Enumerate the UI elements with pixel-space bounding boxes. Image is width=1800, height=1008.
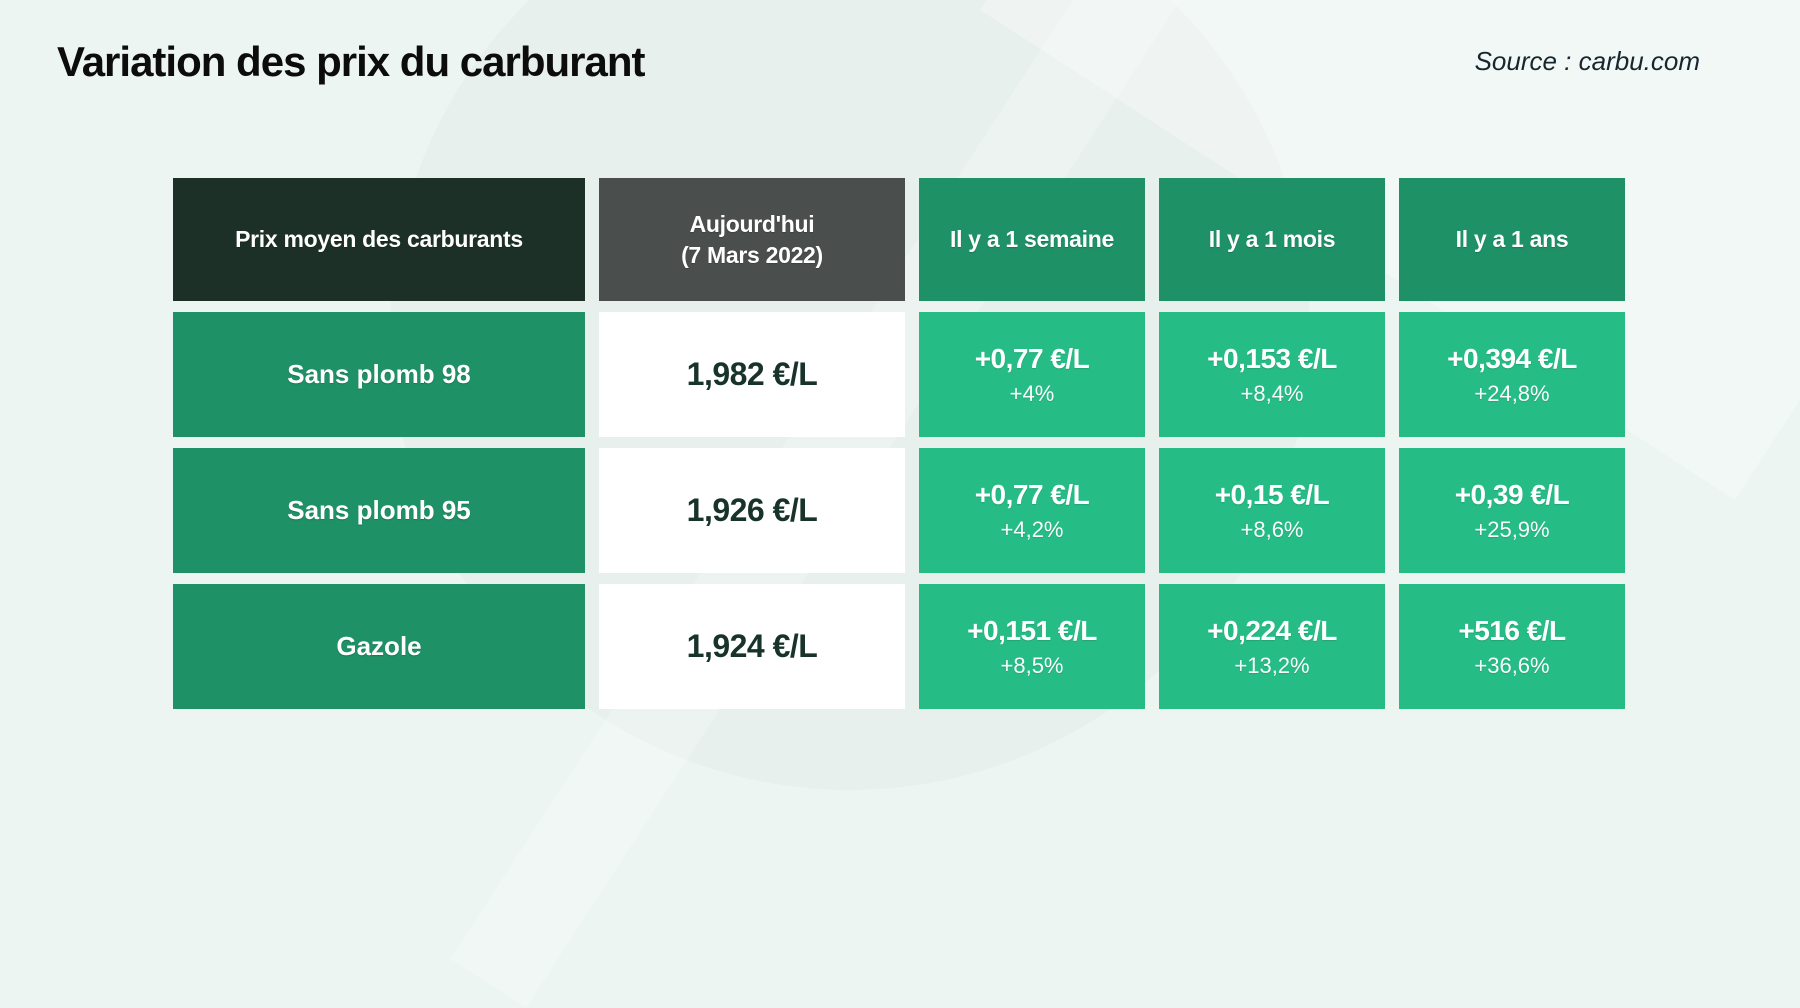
header-cell-week-ago: Il y a 1 semaine — [919, 178, 1145, 301]
variation-percent: +8,6% — [1240, 516, 1304, 542]
month-variation-cell: +0,153 €/L +8,4% — [1159, 312, 1385, 437]
variation-value: +0,153 €/L — [1207, 342, 1337, 374]
variation-percent: +4,2% — [1000, 516, 1064, 542]
variation-percent: +8,4% — [1240, 380, 1304, 406]
today-price-cell: 1,926 €/L — [599, 448, 905, 573]
variation-percent: +25,9% — [1474, 516, 1550, 542]
header-date-label: (7 Mars 2022) — [681, 241, 823, 268]
variation-percent: +24,8% — [1474, 380, 1550, 406]
variation-value: +0,15 €/L — [1214, 478, 1330, 510]
variation-percent: +36,6% — [1474, 652, 1550, 678]
year-variation-cell: +0,394 €/L +24,8% — [1399, 312, 1625, 437]
variation-value: +0,394 €/L — [1447, 342, 1577, 374]
page-title: Variation des prix du carburant — [57, 38, 645, 85]
header-cell-fuel-types: Prix moyen des carburants — [173, 178, 585, 301]
today-price-cell: 1,982 €/L — [599, 312, 905, 437]
variation-value: +0,39 €/L — [1454, 478, 1570, 510]
variation-value: +0,224 €/L — [1207, 614, 1337, 646]
year-variation-cell: +0,39 €/L +25,9% — [1399, 448, 1625, 573]
header-cell-month-ago: Il y a 1 mois — [1159, 178, 1385, 301]
variation-percent: +4% — [1009, 380, 1055, 406]
source-credit: Source : carbu.com — [1474, 46, 1700, 76]
header-label: Il y a 1 ans — [1455, 226, 1569, 252]
variation-percent: +8,5% — [1000, 652, 1064, 678]
month-variation-cell: +0,224 €/L +13,2% — [1159, 584, 1385, 709]
year-variation-cell: +516 €/L +36,6% — [1399, 584, 1625, 709]
header-label: Il y a 1 semaine — [950, 226, 1114, 252]
week-variation-cell: +0,77 €/L +4,2% — [919, 448, 1145, 573]
header-label: Prix moyen des carburants — [235, 226, 523, 252]
header-label: Il y a 1 mois — [1208, 226, 1336, 252]
week-variation-cell: +0,151 €/L +8,5% — [919, 584, 1145, 709]
fuel-name-cell: Sans plomb 98 — [173, 312, 585, 437]
variation-value: +0,151 €/L — [967, 614, 1097, 646]
variation-value: +516 €/L — [1458, 614, 1566, 646]
fuel-price-table: Prix moyen des carburants Aujourd'hui (7… — [173, 178, 1625, 709]
fuel-name-cell: Gazole — [173, 584, 585, 709]
fuel-name-cell: Sans plomb 95 — [173, 448, 585, 573]
header-label: Aujourd'hui — [689, 210, 815, 237]
variation-percent: +13,2% — [1234, 652, 1310, 678]
variation-value: +0,77 €/L — [974, 342, 1090, 374]
today-price-cell: 1,924 €/L — [599, 584, 905, 709]
header-cell-year-ago: Il y a 1 ans — [1399, 178, 1625, 301]
header-cell-today: Aujourd'hui (7 Mars 2022) — [599, 178, 905, 301]
month-variation-cell: +0,15 €/L +8,6% — [1159, 448, 1385, 573]
week-variation-cell: +0,77 €/L +4% — [919, 312, 1145, 437]
variation-value: +0,77 €/L — [974, 478, 1090, 510]
